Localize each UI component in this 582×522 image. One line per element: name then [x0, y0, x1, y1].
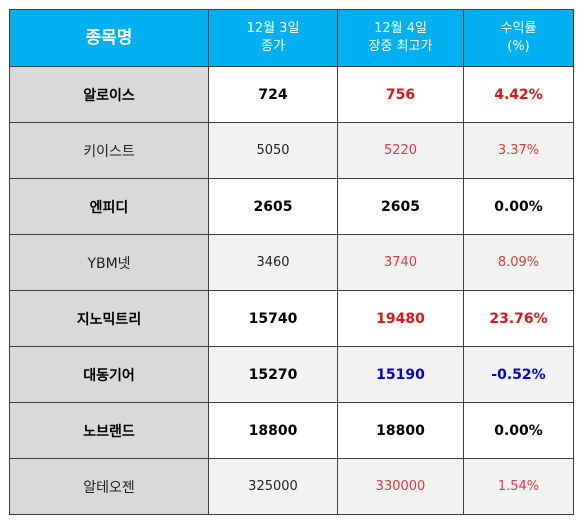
stock-name-cell: 키이스트: [9, 122, 209, 179]
header-high-label: 장중 최고가: [368, 39, 433, 54]
intraday-high-cell: 5220: [337, 122, 464, 179]
return-cell: 4.42%: [463, 66, 574, 123]
table-row: 지노믹트리 15740 19480 23.76%: [9, 290, 574, 347]
stock-name-cell: 대동기어: [9, 346, 209, 403]
stock-returns-table: 종목명 12월 3일 종가 12월 4일 장중 최고가 수익률 (%) 알로이스…: [9, 9, 574, 515]
close-price-cell: 18800: [208, 402, 338, 459]
header-return-unit: (%): [507, 39, 530, 54]
table-row: 알테오젠 325000 330000 1.54%: [9, 458, 574, 515]
header-close-label: 종가: [261, 39, 285, 54]
header-intraday-high: 12월 4일 장중 최고가: [337, 9, 464, 67]
table-row: 키이스트 5050 5220 3.37%: [9, 122, 574, 179]
close-price-cell: 15270: [208, 346, 338, 403]
return-cell: 0.00%: [463, 178, 574, 235]
intraday-high-cell: 19480: [337, 290, 464, 347]
table-row: 엔피디 2605 2605 0.00%: [9, 178, 574, 235]
table-row: YBM넷 3460 3740 8.09%: [9, 234, 574, 291]
header-close-date: 12월 3일: [246, 21, 300, 36]
stock-name-cell: 알테오젠: [9, 458, 209, 515]
return-cell: 3.37%: [463, 122, 574, 179]
stock-name-cell: 지노믹트리: [9, 290, 209, 347]
stock-name-cell: YBM넷: [9, 234, 209, 291]
close-price-cell: 2605: [208, 178, 338, 235]
table-row: 노브랜드 18800 18800 0.00%: [9, 402, 574, 459]
header-return-label: 수익률: [500, 21, 537, 36]
header-high-date: 12월 4일: [374, 21, 427, 36]
table-row: 알로이스 724 756 4.42%: [9, 66, 574, 123]
intraday-high-cell: 15190: [337, 346, 464, 403]
return-cell: 8.09%: [463, 234, 574, 291]
stock-name-cell: 노브랜드: [9, 402, 209, 459]
table-header-row: 종목명 12월 3일 종가 12월 4일 장중 최고가 수익률 (%): [9, 9, 574, 67]
close-price-cell: 5050: [208, 122, 338, 179]
return-cell: -0.52%: [463, 346, 574, 403]
intraday-high-cell: 18800: [337, 402, 464, 459]
close-price-cell: 325000: [208, 458, 338, 515]
return-cell: 0.00%: [463, 402, 574, 459]
header-return: 수익률 (%): [463, 9, 574, 67]
return-cell: 1.54%: [463, 458, 574, 515]
intraday-high-cell: 2605: [337, 178, 464, 235]
return-cell: 23.76%: [463, 290, 574, 347]
close-price-cell: 724: [208, 66, 338, 123]
table-row: 대동기어 15270 15190 -0.52%: [9, 346, 574, 403]
intraday-high-cell: 3740: [337, 234, 464, 291]
stock-name-cell: 엔피디: [9, 178, 209, 235]
intraday-high-cell: 330000: [337, 458, 464, 515]
header-close-price: 12월 3일 종가: [208, 9, 338, 67]
stock-name-cell: 알로이스: [9, 66, 209, 123]
close-price-cell: 15740: [208, 290, 338, 347]
close-price-cell: 3460: [208, 234, 338, 291]
intraday-high-cell: 756: [337, 66, 464, 123]
header-stock-name: 종목명: [9, 9, 209, 67]
